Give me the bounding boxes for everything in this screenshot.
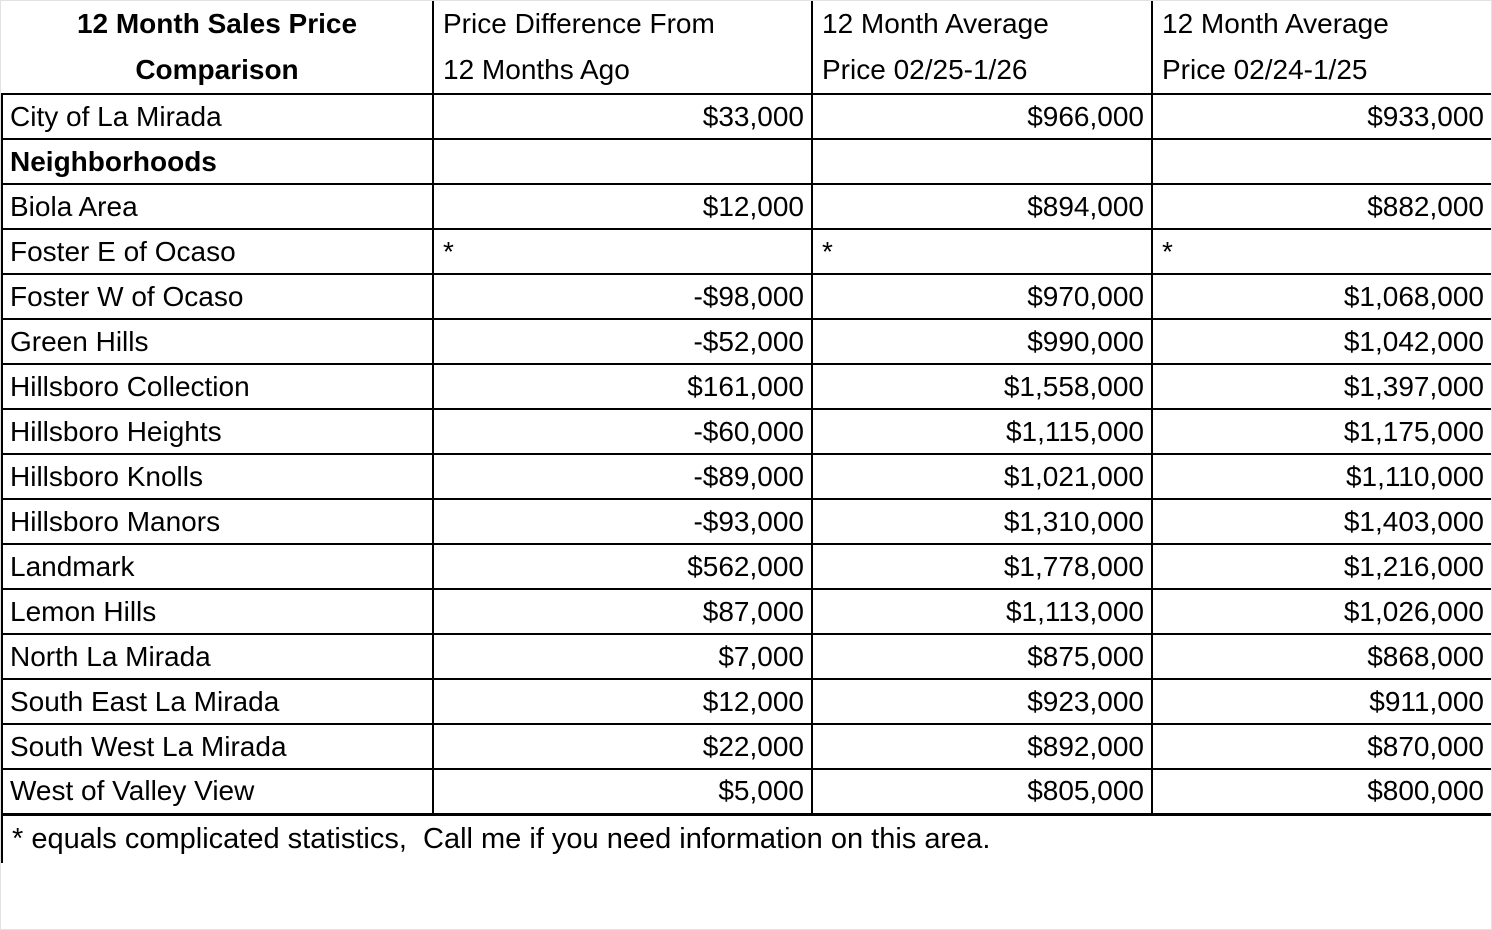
avg-price-prior-cell: $1,026,000 [1151, 588, 1491, 635]
avg-price-prior-cell: $868,000 [1151, 633, 1491, 680]
avg-price-prior-cell: $933,000 [1151, 93, 1491, 140]
table-row: Foster W of Ocaso -$98,000 $970,000 $1,0… [1, 273, 1491, 320]
table-row: Biola Area $12,000 $894,000 $882,000 [1, 183, 1491, 230]
table-row: Lemon Hills $87,000 $1,113,000 $1,026,00… [1, 588, 1491, 635]
neighborhood-name-cell: Hillsboro Knolls [1, 453, 434, 500]
avg-price-current-cell: $1,113,000 [811, 588, 1153, 635]
header-cell-avg-prior: 12 Month Average Price 02/24-1/25 [1151, 1, 1491, 95]
avg-price-current-cell: $990,000 [811, 318, 1153, 365]
avg-price-current-cell: $805,000 [811, 768, 1153, 816]
price-diff-cell: * [432, 228, 813, 275]
table-row: Hillsboro Collection $161,000 $1,558,000… [1, 363, 1491, 410]
header-diff-line2: 12 Months Ago [443, 54, 630, 85]
header-diff-line1: Price Difference From [443, 8, 715, 39]
avg-price-prior-cell: * [1151, 228, 1491, 275]
avg-price-prior-cell: $1,403,000 [1151, 498, 1491, 545]
avg-price-current-cell: $1,115,000 [811, 408, 1153, 455]
avg-price-current-cell: $966,000 [811, 93, 1153, 140]
table-row: City of La Mirada $33,000 $966,000 $933,… [1, 93, 1491, 140]
price-diff-cell: $12,000 [432, 678, 813, 725]
price-diff-cell: $7,000 [432, 633, 813, 680]
price-diff-cell: -$60,000 [432, 408, 813, 455]
avg-price-current-cell [811, 138, 1153, 185]
avg-price-prior-cell: $1,216,000 [1151, 543, 1491, 590]
table-row: Neighborhoods [1, 138, 1491, 185]
price-diff-cell: $5,000 [432, 768, 813, 816]
avg-price-current-cell: $970,000 [811, 273, 1153, 320]
avg-price-current-cell: $923,000 [811, 678, 1153, 725]
avg-price-prior-cell: $1,042,000 [1151, 318, 1491, 365]
neighborhood-name-cell: Green Hills [1, 318, 434, 365]
table-row: Foster E of Ocaso * * * [1, 228, 1491, 275]
table-row: West of Valley View $5,000 $805,000 $800… [1, 768, 1491, 816]
avg-price-prior-cell: $870,000 [1151, 723, 1491, 770]
avg-price-current-cell: $892,000 [811, 723, 1153, 770]
neighborhood-name-cell: Hillsboro Manors [1, 498, 434, 545]
price-diff-cell: $161,000 [432, 363, 813, 410]
header-cell-price-difference: Price Difference From 12 Months Ago [432, 1, 813, 95]
neighborhood-name-cell: South East La Mirada [1, 678, 434, 725]
price-diff-cell: $22,000 [432, 723, 813, 770]
price-diff-cell: -$52,000 [432, 318, 813, 365]
neighborhood-name-cell: Neighborhoods [1, 138, 434, 185]
neighborhood-name-cell: Biola Area [1, 183, 434, 230]
avg-price-current-cell: $1,021,000 [811, 453, 1153, 500]
neighborhood-name-cell: Foster E of Ocaso [1, 228, 434, 275]
price-diff-cell: $33,000 [432, 93, 813, 140]
neighborhood-name-cell: Hillsboro Collection [1, 363, 434, 410]
price-diff-cell: -$98,000 [432, 273, 813, 320]
avg-price-current-cell: $1,558,000 [811, 363, 1153, 410]
avg-price-current-cell: $1,310,000 [811, 498, 1153, 545]
avg-price-prior-cell: $1,175,000 [1151, 408, 1491, 455]
table-row: Green Hills -$52,000 $990,000 $1,042,000 [1, 318, 1491, 365]
header-avg-prior-line1: 12 Month Average [1162, 8, 1389, 39]
neighborhood-name-cell: Foster W of Ocaso [1, 273, 434, 320]
avg-price-prior-cell: $800,000 [1151, 768, 1491, 816]
table-row: South West La Mirada $22,000 $892,000 $8… [1, 723, 1491, 770]
neighborhood-name-cell: Landmark [1, 543, 434, 590]
price-diff-cell: $562,000 [432, 543, 813, 590]
avg-price-prior-cell: $1,068,000 [1151, 273, 1491, 320]
price-diff-cell: $12,000 [432, 183, 813, 230]
price-diff-cell: -$93,000 [432, 498, 813, 545]
avg-price-prior-cell: $1,397,000 [1151, 363, 1491, 410]
table-row: Hillsboro Heights -$60,000 $1,115,000 $1… [1, 408, 1491, 455]
header-title-line1: 12 Month Sales Price [76, 8, 358, 39]
avg-price-current-cell: $894,000 [811, 183, 1153, 230]
avg-price-prior-cell: $1,110,000 [1151, 453, 1491, 500]
table-header: 12 Month Sales Price Comparison Price Di… [2, 1, 1491, 95]
table-row: Landmark $562,000 $1,778,000 $1,216,000 [1, 543, 1491, 590]
neighborhood-name-cell: Hillsboro Heights [1, 408, 434, 455]
table-row: North La Mirada $7,000 $875,000 $868,000 [1, 633, 1491, 680]
neighborhood-name-cell: West of Valley View [1, 768, 434, 816]
neighborhood-name-cell: Lemon Hills [1, 588, 434, 635]
avg-price-current-cell: $1,778,000 [811, 543, 1153, 590]
avg-price-prior-cell: $911,000 [1151, 678, 1491, 725]
neighborhood-name-cell: North La Mirada [1, 633, 434, 680]
price-diff-cell [432, 138, 813, 185]
header-avg-current-line2: Price 02/25-1/26 [822, 54, 1028, 85]
neighborhood-name-cell: City of La Mirada [1, 93, 434, 140]
header-cell-avg-current: 12 Month Average Price 02/25-1/26 [811, 1, 1153, 95]
header-title-line2: Comparison [135, 54, 299, 85]
table-body: City of La Mirada $33,000 $966,000 $933,… [1, 93, 1491, 816]
header-row: 12 Month Sales Price Comparison Price Di… [2, 1, 1491, 95]
header-avg-prior-line2: Price 02/24-1/25 [1162, 54, 1368, 85]
table-row: Hillsboro Manors -$93,000 $1,310,000 $1,… [1, 498, 1491, 545]
table-row: Hillsboro Knolls -$89,000 $1,021,000 $1,… [1, 453, 1491, 500]
avg-price-prior-cell [1151, 138, 1491, 185]
header-avg-current-line1: 12 Month Average [822, 8, 1049, 39]
avg-price-current-cell: $875,000 [811, 633, 1153, 680]
footnote: * equals complicated statistics, Call me… [1, 815, 1491, 863]
sales-price-table: 12 Month Sales Price Comparison Price Di… [1, 1, 1491, 816]
table-row: South East La Mirada $12,000 $923,000 $9… [1, 678, 1491, 725]
header-cell-title: 12 Month Sales Price Comparison [2, 1, 434, 95]
avg-price-prior-cell: $882,000 [1151, 183, 1491, 230]
price-diff-cell: -$89,000 [432, 453, 813, 500]
avg-price-current-cell: * [811, 228, 1153, 275]
price-diff-cell: $87,000 [432, 588, 813, 635]
neighborhood-name-cell: South West La Mirada [1, 723, 434, 770]
